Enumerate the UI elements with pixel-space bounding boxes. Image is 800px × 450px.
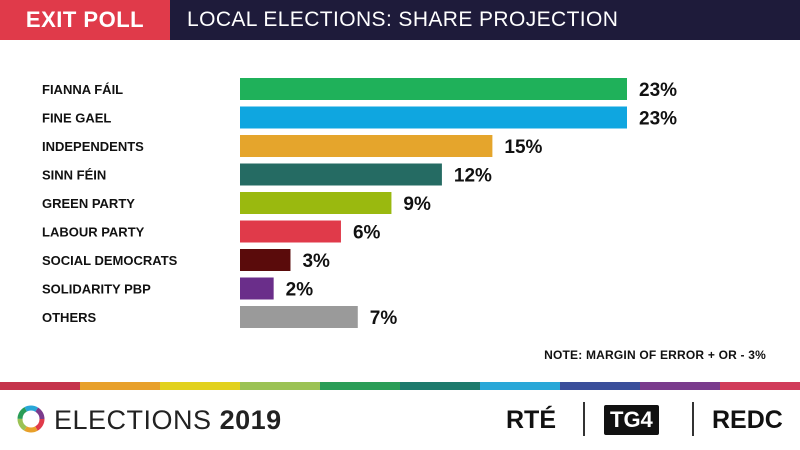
stripe-segment: [480, 382, 560, 390]
elections-year: 2019: [219, 405, 282, 435]
bar: [240, 78, 627, 100]
category-label: FINE GAEL: [42, 111, 111, 126]
stripe-segment: [400, 382, 480, 390]
bar: [240, 192, 392, 214]
stripe-segment: [720, 382, 800, 390]
stripe-segment: [560, 382, 640, 390]
rte-logo: RTÉ: [506, 406, 556, 434]
bar: [240, 163, 442, 186]
value-label: 15%: [504, 137, 542, 158]
logo-divider: [692, 402, 694, 436]
header-bar: EXIT POLL LOCAL ELECTIONS: SHARE PROJECT…: [0, 0, 800, 40]
value-label: 6%: [353, 223, 381, 244]
category-label: INDEPENDENTS: [42, 139, 144, 154]
value-label: 3%: [302, 251, 330, 272]
elections-brand: ELECTIONS: [54, 405, 212, 435]
bar: [240, 220, 341, 243]
stripe-segment: [160, 382, 240, 390]
value-label: 12%: [454, 166, 492, 187]
value-label: 9%: [403, 194, 431, 215]
logo-divider: [583, 402, 585, 436]
tg4-logo: TG4: [604, 405, 659, 435]
elections-2019-title: ELECTIONS 2019: [54, 404, 282, 436]
bar: [240, 106, 627, 129]
stripe-segment: [0, 382, 80, 390]
value-label: 2%: [286, 280, 314, 301]
exit-poll-label: EXIT POLL: [25, 7, 145, 32]
exit-poll-badge: EXIT POLL: [0, 0, 170, 40]
category-label: SOCIAL DEMOCRATS: [42, 253, 178, 268]
category-label: OTHERS: [42, 310, 97, 325]
bar: [240, 277, 274, 300]
stripe-segment: [320, 382, 400, 390]
color-stripe: [0, 382, 800, 390]
bar: [240, 306, 358, 328]
category-label: SINN FÉIN: [42, 168, 106, 183]
chart-title: LOCAL ELECTIONS: SHARE PROJECTION: [187, 8, 619, 31]
value-label: 23%: [639, 109, 677, 130]
margin-of-error-note: NOTE: MARGIN OF ERROR + OR - 3%: [544, 348, 766, 362]
category-label: GREEN PARTY: [42, 196, 135, 211]
bar: [240, 249, 291, 271]
redc-logo: REDC: [712, 406, 783, 434]
bar-chart: FIANNA FÁIL 23% FINE GAEL 23% INDEPENDENTS 15…: [42, 78, 677, 329]
value-label: 7%: [370, 308, 398, 329]
footer: ELECTIONS 2019 RTÉ TG4 REDC: [0, 390, 800, 450]
stripe-segment: [640, 382, 720, 390]
stripe-segment: [240, 382, 320, 390]
elections-logo-ring-icon: [17, 405, 45, 433]
bar: [240, 135, 493, 157]
category-label: FIANNA FÁIL: [42, 82, 123, 97]
value-label: 23%: [639, 80, 677, 101]
stripe-segment: [80, 382, 160, 390]
category-label: SOLIDARITY PBP: [42, 282, 151, 297]
category-label: LABOUR PARTY: [42, 225, 145, 240]
